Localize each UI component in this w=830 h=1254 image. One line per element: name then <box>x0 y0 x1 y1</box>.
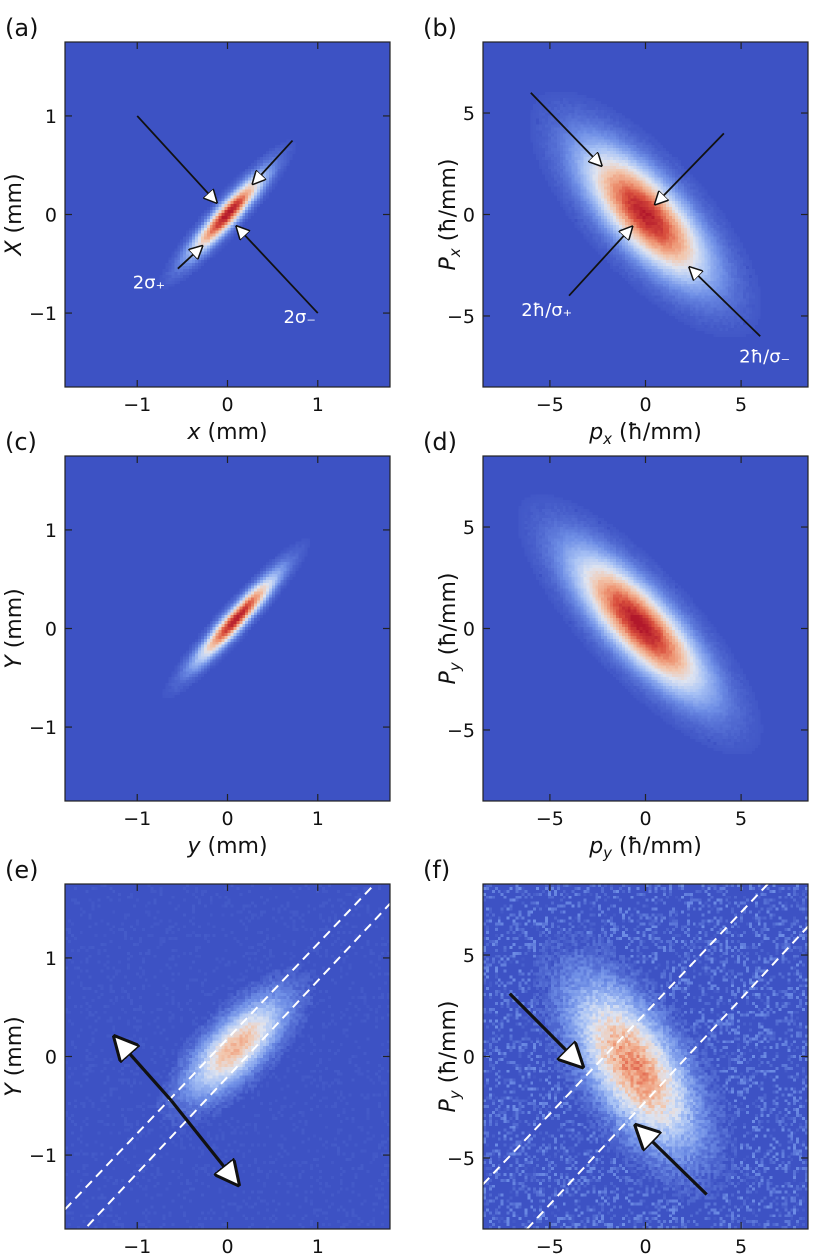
panel-c: −1 0 1 −1 0 1 (c) y (mm) Y (mm) <box>2 428 391 859</box>
annotation-label: 2ħ/σ₊ <box>521 300 572 321</box>
heatmap-image <box>65 884 390 1229</box>
panel-f: −505−505(f)py (ħ/mm)Py (ħ/mm) <box>423 856 809 1254</box>
arrow <box>136 115 216 203</box>
x-tick-label: −1 <box>123 808 151 830</box>
panel-label: (c) <box>5 428 37 456</box>
y-tick-label: 5 <box>463 103 475 125</box>
y-tick-label: 1 <box>45 106 57 128</box>
x-tick-label: 0 <box>639 808 651 830</box>
dashed-line <box>526 925 808 1229</box>
x-tick-label: 5 <box>735 1236 747 1254</box>
arrow <box>530 92 602 166</box>
arrow <box>636 1126 708 1196</box>
x-tick-label: 1 <box>312 808 324 830</box>
x-tick-label: 1 <box>312 394 324 416</box>
x-tick-label: 0 <box>221 394 233 416</box>
arrow <box>655 132 725 204</box>
heatmap-image <box>65 42 390 387</box>
y-tick-label: −5 <box>447 1148 475 1170</box>
y-tick-label: 5 <box>463 945 475 967</box>
panel-a: 2σ₊ 2σ₋ −1 0 1 −1 0 1 (a) x (mm) X (mm) <box>2 14 391 445</box>
y-tick-label: −1 <box>29 717 57 739</box>
panel-label: (b) <box>423 14 457 42</box>
arrow <box>170 1099 239 1185</box>
x-tick-label: −5 <box>536 808 564 830</box>
panel-label: (a) <box>5 14 38 42</box>
x-tick-label: 5 <box>735 808 747 830</box>
x-tick-label: 0 <box>639 394 651 416</box>
y-tick-label: −5 <box>447 306 475 328</box>
y-axis-label: Py (ħ/mm) <box>436 1001 464 1113</box>
heatmap-image <box>483 884 808 1229</box>
y-tick-label: −1 <box>29 303 57 325</box>
y-tick-label: 1 <box>45 948 57 970</box>
y-tick-label: 0 <box>463 619 475 641</box>
y-axis-label: Px (ħ/mm) <box>436 159 464 271</box>
annotation-label: 2ħ/σ₋ <box>739 347 790 368</box>
annotation-label: 2σ₋ <box>283 307 315 328</box>
x-tick-label: −5 <box>536 1236 564 1254</box>
dashed-line <box>86 903 390 1227</box>
panel-e: −101−101(e)y (mm)Y (mm) <box>2 856 391 1254</box>
x-axis-label: px (ħ/mm) <box>588 420 702 448</box>
panel-label: (f) <box>423 856 450 884</box>
x-tick-label: 0 <box>221 1236 233 1254</box>
x-tick-label: 0 <box>221 808 233 830</box>
y-tick-label: 0 <box>463 1047 475 1069</box>
x-tick-label: −5 <box>536 394 564 416</box>
x-tick-label: 5 <box>735 394 747 416</box>
y-tick-label: 0 <box>45 1047 57 1069</box>
arrow <box>237 226 319 314</box>
y-axis-label: Y (mm) <box>2 1016 27 1096</box>
y-axis-label: X (mm) <box>2 173 27 256</box>
y-tick-label: 1 <box>45 520 57 542</box>
y-tick-label: 5 <box>463 517 475 539</box>
heatmap-image <box>65 456 390 801</box>
x-axis-label: py (ħ/mm) <box>588 834 702 862</box>
arrow <box>177 246 202 270</box>
panel-b: 2ħ/σ₊ 2ħ/σ₋ −5 0 5 −5 0 5 (b) px (ħ/mm) Px (ħ/mm) <box>423 14 809 448</box>
arrow <box>115 1037 173 1102</box>
y-tick-label: 0 <box>45 619 57 641</box>
dashed-line <box>483 884 769 1186</box>
arrow <box>253 139 294 184</box>
x-tick-label: −1 <box>123 1236 151 1254</box>
panel-label: (e) <box>5 856 39 884</box>
heatmap-image <box>483 456 808 801</box>
x-tick-label: −1 <box>123 394 151 416</box>
y-tick-label: 0 <box>463 205 475 227</box>
x-axis-label: x (mm) <box>186 420 267 445</box>
arrow <box>568 227 632 297</box>
annotation-label: 2σ₊ <box>133 272 165 293</box>
arrow <box>508 992 583 1067</box>
arrow <box>689 267 761 337</box>
y-tick-label: −1 <box>29 1145 57 1167</box>
panel-label: (d) <box>423 428 457 456</box>
x-tick-label: 1 <box>312 1236 324 1254</box>
x-axis-label: y (mm) <box>186 834 267 859</box>
y-axis-label: Py (ħ/mm) <box>436 573 464 685</box>
panel-d: −5 0 5 −5 0 5 (d) py (ħ/mm) Py (ħ/mm) <box>423 428 809 862</box>
x-tick-label: 0 <box>639 1236 651 1254</box>
y-axis-label: Y (mm) <box>2 588 27 668</box>
y-tick-label: −5 <box>447 720 475 742</box>
y-tick-label: 0 <box>45 205 57 227</box>
